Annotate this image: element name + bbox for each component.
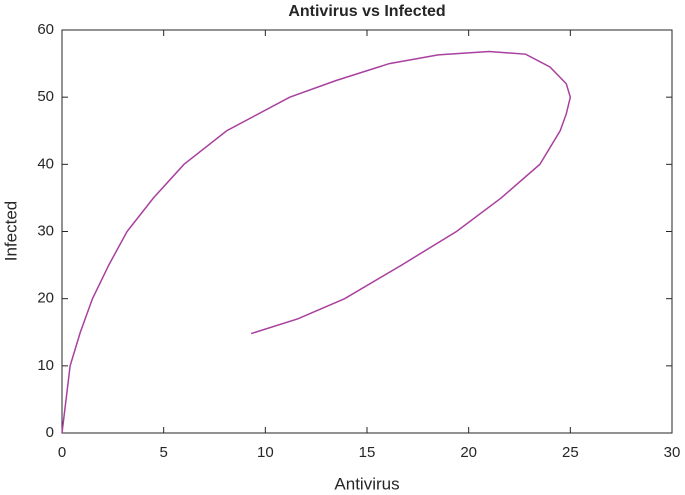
y-tick-label: 20 <box>37 290 54 307</box>
x-tick-label: 25 <box>562 444 579 461</box>
y-tick-label: 50 <box>37 88 54 105</box>
data-line <box>61 50 572 434</box>
y-tick-label: 40 <box>37 155 54 172</box>
x-tick-label: 15 <box>359 444 376 461</box>
y-tick-label: 60 <box>37 21 54 38</box>
x-tick-label: 10 <box>257 444 274 461</box>
y-tick-label: 0 <box>46 424 54 441</box>
x-tick-label: 20 <box>460 444 477 461</box>
chart-title: Antivirus vs Infected <box>288 3 445 20</box>
x-axis-label: Antivirus <box>334 474 399 493</box>
x-tick-label: 0 <box>58 444 66 461</box>
y-tick-label: 30 <box>37 222 54 239</box>
x-tick-label: 5 <box>159 444 167 461</box>
y-tick-label: 10 <box>37 357 54 374</box>
x-tick-label: 30 <box>664 444 681 461</box>
y-axis-label: Infected <box>1 201 20 262</box>
